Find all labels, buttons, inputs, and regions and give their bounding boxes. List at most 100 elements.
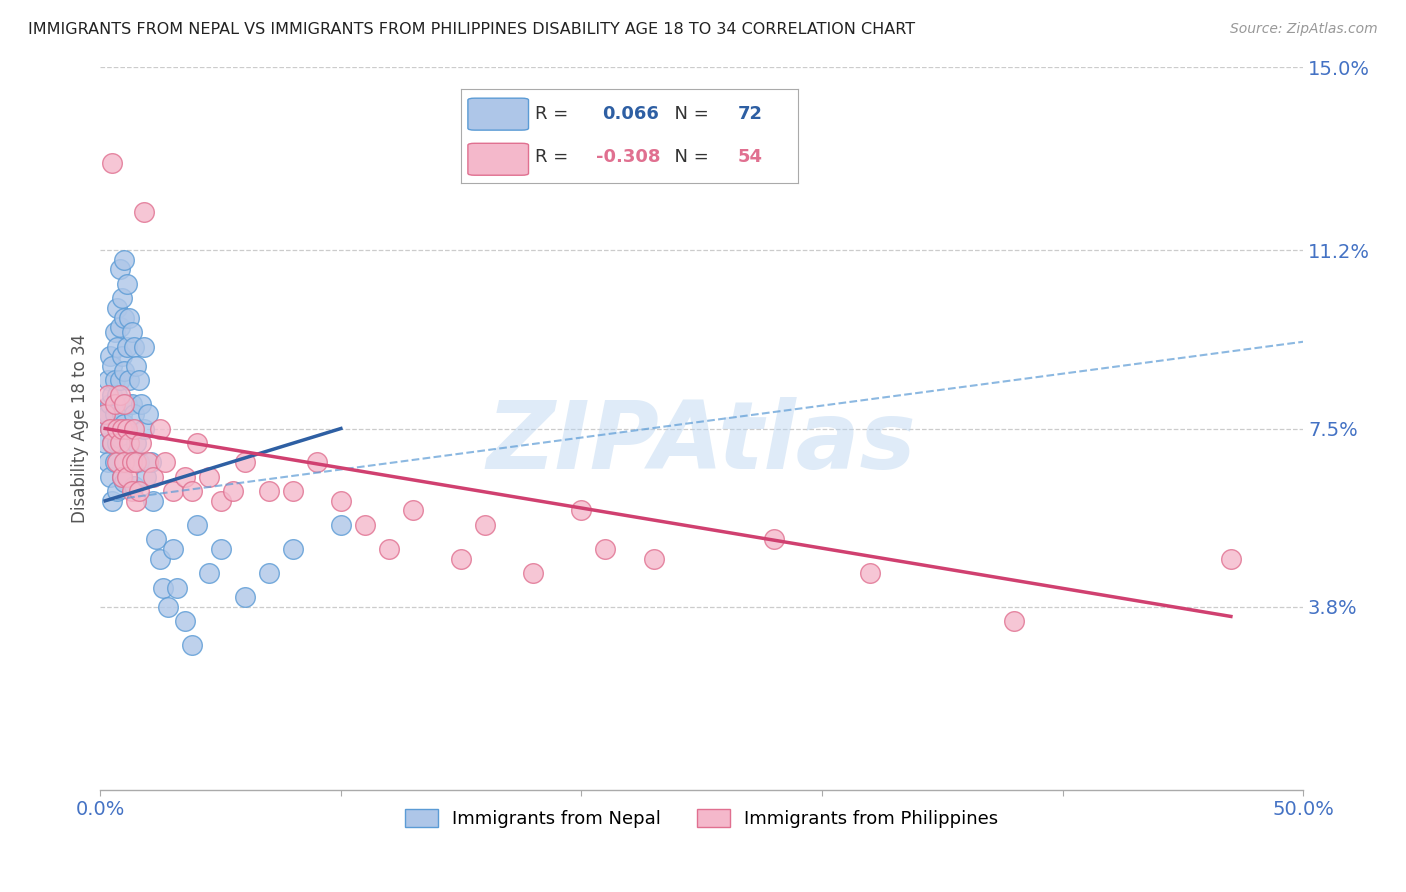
Point <box>94 412 117 426</box>
Point <box>209 493 232 508</box>
Point <box>98 469 121 483</box>
Point <box>115 397 138 411</box>
Point <box>135 469 157 483</box>
Point <box>101 436 124 450</box>
Point <box>104 373 127 387</box>
Point <box>1002 614 1025 628</box>
Point <box>132 204 155 219</box>
Point <box>281 541 304 556</box>
Text: IMMIGRANTS FROM NEPAL VS IMMIGRANTS FROM PHILIPPINES DISABILITY AGE 18 TO 34 COR: IMMIGRANTS FROM NEPAL VS IMMIGRANTS FROM… <box>28 22 915 37</box>
Point <box>209 541 232 556</box>
Point <box>166 581 188 595</box>
Point <box>112 364 135 378</box>
Point <box>105 421 128 435</box>
Point <box>94 407 117 421</box>
Point <box>125 455 148 469</box>
Point <box>108 262 131 277</box>
Point <box>98 397 121 411</box>
Point <box>108 436 131 450</box>
Point <box>257 484 280 499</box>
Point <box>354 517 377 532</box>
Point <box>138 407 160 421</box>
Point <box>111 349 134 363</box>
Point <box>162 484 184 499</box>
Point <box>97 373 120 387</box>
Point <box>233 455 256 469</box>
Point <box>101 493 124 508</box>
Point <box>98 421 121 435</box>
Point <box>122 421 145 435</box>
Point <box>121 455 143 469</box>
Point <box>125 359 148 373</box>
Point <box>108 431 131 445</box>
Point <box>108 320 131 334</box>
Point <box>122 340 145 354</box>
Point <box>180 484 202 499</box>
Point <box>139 455 162 469</box>
Point <box>173 469 195 483</box>
Point <box>111 407 134 421</box>
Point <box>104 407 127 421</box>
Point <box>643 551 665 566</box>
Point <box>111 421 134 435</box>
Point <box>112 475 135 489</box>
Point <box>128 455 150 469</box>
Point <box>173 614 195 628</box>
Point <box>111 469 134 483</box>
Point <box>108 373 131 387</box>
Legend: Immigrants from Nepal, Immigrants from Philippines: Immigrants from Nepal, Immigrants from P… <box>398 801 1005 835</box>
Point <box>112 417 135 431</box>
Point <box>142 493 165 508</box>
Point <box>101 388 124 402</box>
Point <box>186 517 208 532</box>
Point <box>122 407 145 421</box>
Point <box>149 551 172 566</box>
Point <box>121 325 143 339</box>
Point <box>257 566 280 580</box>
Point <box>180 638 202 652</box>
Point <box>101 156 124 170</box>
Point <box>97 407 120 421</box>
Point <box>571 503 593 517</box>
Point <box>129 397 152 411</box>
Point <box>112 252 135 267</box>
Point <box>118 373 141 387</box>
Point <box>104 397 127 411</box>
Point <box>162 541 184 556</box>
Point <box>111 292 134 306</box>
Point <box>104 455 127 469</box>
Point <box>197 566 219 580</box>
Point <box>378 541 401 556</box>
Point <box>859 566 882 580</box>
Point <box>233 590 256 604</box>
Point <box>155 455 177 469</box>
Point <box>522 566 544 580</box>
Point <box>152 581 174 595</box>
Point <box>115 421 138 435</box>
Text: ZIPAtlas: ZIPAtlas <box>486 397 917 489</box>
Point <box>122 479 145 493</box>
Point <box>329 517 352 532</box>
Point <box>221 484 243 499</box>
Point <box>762 533 785 547</box>
Point <box>329 493 352 508</box>
Point <box>112 455 135 469</box>
Point <box>105 455 128 469</box>
Point <box>142 469 165 483</box>
Point <box>115 469 138 483</box>
Point <box>450 551 472 566</box>
Point <box>129 436 152 450</box>
Point <box>118 445 141 459</box>
Point <box>115 340 138 354</box>
Point <box>121 484 143 499</box>
Point <box>132 340 155 354</box>
Point <box>97 388 120 402</box>
Point <box>101 359 124 373</box>
Point <box>118 436 141 450</box>
Point <box>97 455 120 469</box>
Point <box>1219 551 1241 566</box>
Point <box>125 493 148 508</box>
Point <box>111 469 134 483</box>
Point <box>105 388 128 402</box>
Point <box>112 397 135 411</box>
